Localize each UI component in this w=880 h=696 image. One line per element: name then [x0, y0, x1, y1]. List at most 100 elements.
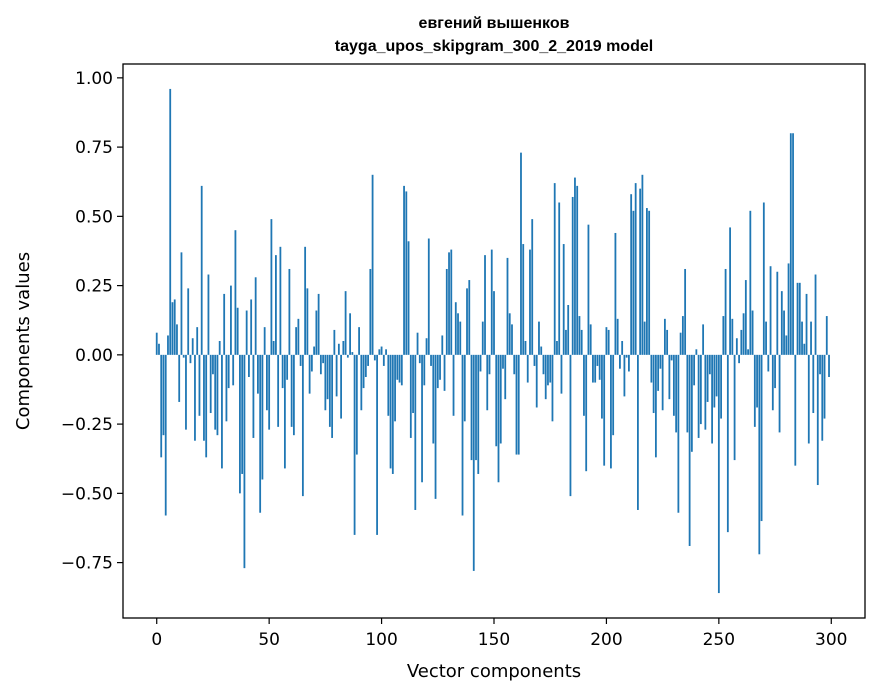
- bar-171: [540, 346, 543, 355]
- bar-183: [567, 304, 570, 355]
- bar-213: [634, 183, 637, 355]
- bar-25: [212, 354, 214, 375]
- bar-113: [409, 354, 412, 438]
- bar-39: [243, 354, 246, 569]
- bar-155: [504, 354, 507, 400]
- bar-270: [762, 202, 765, 355]
- bar-148: [488, 354, 491, 375]
- bar-221: [652, 354, 655, 414]
- bar-153: [499, 354, 502, 444]
- y-tick-label: 0.00: [75, 346, 113, 366]
- bar-295: [819, 354, 821, 375]
- bar-13: [185, 354, 187, 430]
- bar-4: [164, 354, 167, 516]
- bar-27: [216, 354, 219, 436]
- bar-218: [646, 208, 648, 355]
- bar-265: [751, 310, 754, 355]
- bar-212: [632, 210, 635, 355]
- bar-121: [427, 238, 430, 355]
- bar-40: [245, 310, 248, 355]
- bar-118: [421, 354, 423, 483]
- bar-136: [461, 354, 464, 516]
- bar-93: [364, 354, 367, 378]
- y-tick-label: −0.50: [61, 484, 113, 504]
- bar-127: [441, 335, 444, 355]
- bar-1: [158, 343, 160, 355]
- bar-230: [672, 354, 675, 416]
- chart-title-line2: tayga_upos_skipgram_300_2_2019 model: [335, 38, 653, 55]
- bar-258: [735, 338, 738, 355]
- bar-96: [371, 174, 374, 355]
- bar-195: [594, 354, 597, 383]
- bar-90: [358, 327, 360, 355]
- bar-34: [232, 354, 235, 386]
- bar-87: [351, 352, 354, 355]
- bar-200: [605, 327, 608, 355]
- bar-203: [612, 354, 615, 436]
- bar-22: [205, 354, 208, 458]
- bar-282: [789, 133, 792, 355]
- bar-259: [738, 354, 740, 364]
- y-tick-label: 0.75: [75, 138, 113, 158]
- bar-268: [758, 354, 761, 555]
- bar-178: [556, 341, 558, 355]
- bar-33: [230, 285, 232, 355]
- bar-series: [155, 88, 830, 594]
- bar-228: [668, 354, 671, 400]
- bar-190: [583, 354, 585, 416]
- bar-69: [310, 354, 313, 372]
- bar-19: [198, 354, 201, 416]
- bar-210: [628, 354, 630, 372]
- bar-110: [403, 185, 405, 355]
- bar-202: [610, 354, 612, 469]
- bar-291: [810, 321, 812, 355]
- bar-123: [432, 354, 435, 444]
- bar-257: [733, 354, 736, 461]
- bar-76: [326, 354, 329, 400]
- bar-51: [270, 219, 273, 355]
- bar-181: [562, 244, 565, 355]
- bar-159: [513, 354, 516, 375]
- x-tick-label: 50: [258, 630, 280, 650]
- bar-219: [648, 210, 651, 355]
- bar-186: [574, 177, 576, 355]
- bar-163: [522, 244, 525, 355]
- bar-243: [702, 324, 705, 355]
- bar-241: [697, 354, 700, 438]
- bar-106: [394, 354, 396, 422]
- bar-238: [690, 354, 693, 452]
- bar-122: [430, 354, 432, 366]
- x-tick-label: 250: [703, 630, 735, 650]
- bar-30: [223, 293, 226, 355]
- bar-130: [448, 252, 450, 355]
- bar-196: [596, 354, 599, 366]
- bar-220: [650, 354, 653, 383]
- bar-189: [580, 329, 583, 355]
- bar-208: [623, 354, 626, 397]
- bar-133: [454, 302, 457, 355]
- bar-58: [286, 354, 289, 380]
- bar-46: [259, 354, 262, 513]
- bar-145: [481, 321, 484, 355]
- bar-277: [778, 354, 781, 433]
- bar-32: [227, 354, 230, 389]
- bar-289: [805, 293, 808, 355]
- bar-15: [189, 354, 192, 364]
- plot-frame: [122, 63, 866, 619]
- bar-215: [639, 188, 642, 355]
- bar-108: [398, 354, 401, 383]
- bar-114: [412, 354, 414, 414]
- bar-285: [796, 282, 799, 355]
- y-tick-label: −0.75: [61, 554, 113, 574]
- bar-12: [182, 354, 185, 358]
- bar-144: [479, 354, 482, 372]
- bar-88: [353, 354, 356, 535]
- bar-52: [272, 341, 275, 355]
- bar-81: [337, 343, 340, 355]
- bar-299: [828, 354, 830, 378]
- x-tick-label: 0: [151, 630, 162, 650]
- bar-66: [304, 246, 307, 355]
- bar-105: [391, 354, 394, 474]
- bar-286: [798, 282, 801, 355]
- bar-14: [187, 288, 190, 355]
